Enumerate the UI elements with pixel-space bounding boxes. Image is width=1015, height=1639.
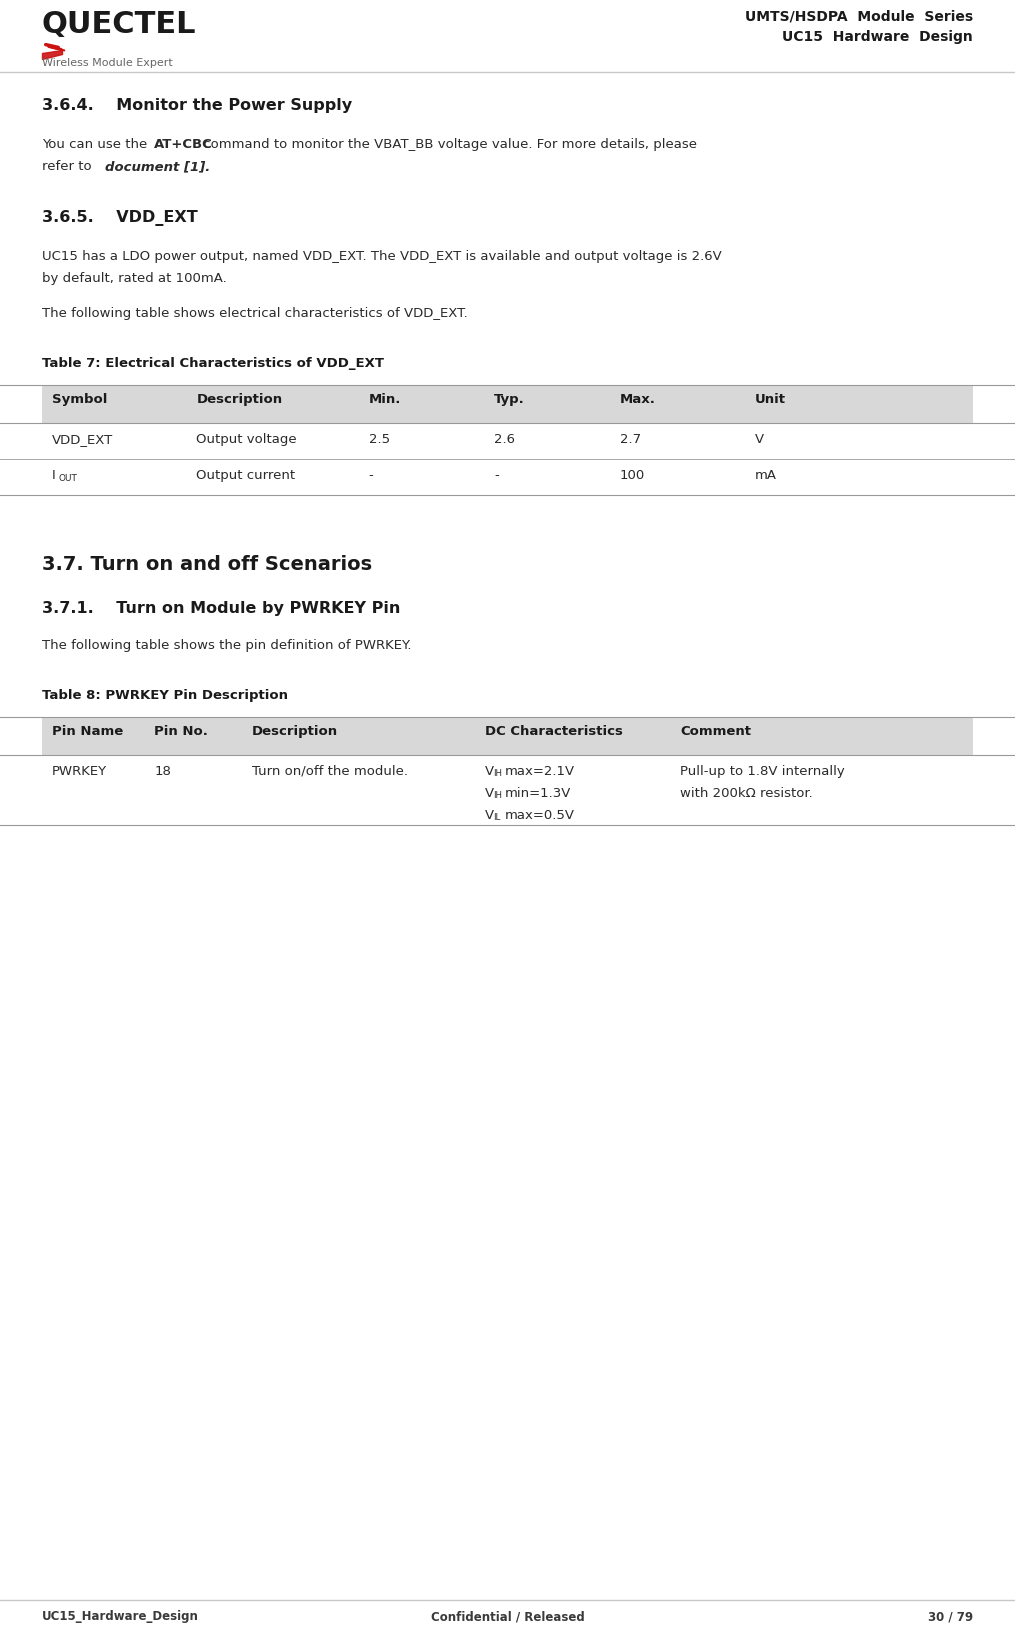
Text: The following table shows electrical characteristics of VDD_EXT.: The following table shows electrical cha… <box>42 306 468 320</box>
Text: UC15 has a LDO power output, named VDD_EXT. The VDD_EXT is available and output : UC15 has a LDO power output, named VDD_E… <box>42 251 722 262</box>
Text: Table 8: PWRKEY Pin Description: Table 8: PWRKEY Pin Description <box>42 688 288 701</box>
Text: 18: 18 <box>154 765 172 779</box>
Text: Pull-up to 1.8V internally: Pull-up to 1.8V internally <box>680 765 845 779</box>
Text: 2.6: 2.6 <box>494 433 516 446</box>
Text: UC15  Hardware  Design: UC15 Hardware Design <box>783 30 973 44</box>
Text: Turn on/off the module.: Turn on/off the module. <box>252 765 408 779</box>
Text: V: V <box>485 765 494 779</box>
Text: PWRKEY: PWRKEY <box>52 765 108 779</box>
Text: OUT: OUT <box>59 474 78 484</box>
Text: with 200kΩ resistor.: with 200kΩ resistor. <box>680 787 813 800</box>
Text: AT+CBC: AT+CBC <box>154 138 213 151</box>
Text: min=1.3V: min=1.3V <box>504 787 571 800</box>
Text: VDD_EXT: VDD_EXT <box>52 433 114 446</box>
Text: I: I <box>52 469 56 482</box>
Text: QUECTEL: QUECTEL <box>42 10 197 39</box>
Text: -: - <box>368 469 374 482</box>
Text: max=2.1V: max=2.1V <box>504 765 576 779</box>
Text: Typ.: Typ. <box>494 393 525 406</box>
Text: 3.7. Turn on and off Scenarios: 3.7. Turn on and off Scenarios <box>42 556 373 574</box>
Text: The following table shows the pin definition of PWRKEY.: The following table shows the pin defini… <box>42 639 411 652</box>
Text: UMTS/HSDPA  Module  Series: UMTS/HSDPA Module Series <box>745 10 973 25</box>
Text: 100: 100 <box>620 469 646 482</box>
Text: Output voltage: Output voltage <box>196 433 297 446</box>
Text: Min.: Min. <box>368 393 401 406</box>
Text: Confidential / Released: Confidential / Released <box>430 1609 585 1623</box>
Text: 3.6.4.    Monitor the Power Supply: 3.6.4. Monitor the Power Supply <box>42 98 352 113</box>
Text: Pin Name: Pin Name <box>52 724 123 738</box>
Text: Wireless Module Expert: Wireless Module Expert <box>42 57 173 67</box>
Text: DC Characteristics: DC Characteristics <box>485 724 623 738</box>
Text: V: V <box>485 810 494 823</box>
Text: max=0.5V: max=0.5V <box>504 810 574 823</box>
Text: IH: IH <box>493 769 501 779</box>
Text: Output current: Output current <box>196 469 295 482</box>
Text: Comment: Comment <box>680 724 751 738</box>
Text: mA: mA <box>755 469 776 482</box>
Text: V: V <box>485 787 494 800</box>
Bar <box>42 716 973 756</box>
Text: Table 7: Electrical Characteristics of VDD_EXT: Table 7: Electrical Characteristics of V… <box>42 357 384 370</box>
Text: by default, rated at 100mA.: by default, rated at 100mA. <box>42 272 226 285</box>
Bar <box>42 385 973 423</box>
Text: 2.7: 2.7 <box>620 433 641 446</box>
Text: 3.7.1.    Turn on Module by PWRKEY Pin: 3.7.1. Turn on Module by PWRKEY Pin <box>42 602 400 616</box>
Text: You can use the: You can use the <box>42 138 151 151</box>
Text: Max.: Max. <box>620 393 656 406</box>
Text: Pin No.: Pin No. <box>154 724 208 738</box>
Text: 30 / 79: 30 / 79 <box>928 1609 973 1623</box>
Text: UC15_Hardware_Design: UC15_Hardware_Design <box>42 1609 199 1623</box>
Text: Unit: Unit <box>755 393 786 406</box>
Text: Symbol: Symbol <box>52 393 108 406</box>
Text: IL: IL <box>493 813 500 823</box>
Text: -: - <box>494 469 499 482</box>
Text: 3.6.5.    VDD_EXT: 3.6.5. VDD_EXT <box>42 210 198 226</box>
Text: Description: Description <box>252 724 338 738</box>
Text: 2.5: 2.5 <box>368 433 390 446</box>
Text: document [1].: document [1]. <box>105 161 210 174</box>
Text: command to monitor the VBAT_BB voltage value. For more details, please: command to monitor the VBAT_BB voltage v… <box>199 138 697 151</box>
Text: IH: IH <box>493 792 501 800</box>
Text: Description: Description <box>196 393 282 406</box>
Text: refer to: refer to <box>42 161 95 174</box>
Text: V: V <box>755 433 764 446</box>
